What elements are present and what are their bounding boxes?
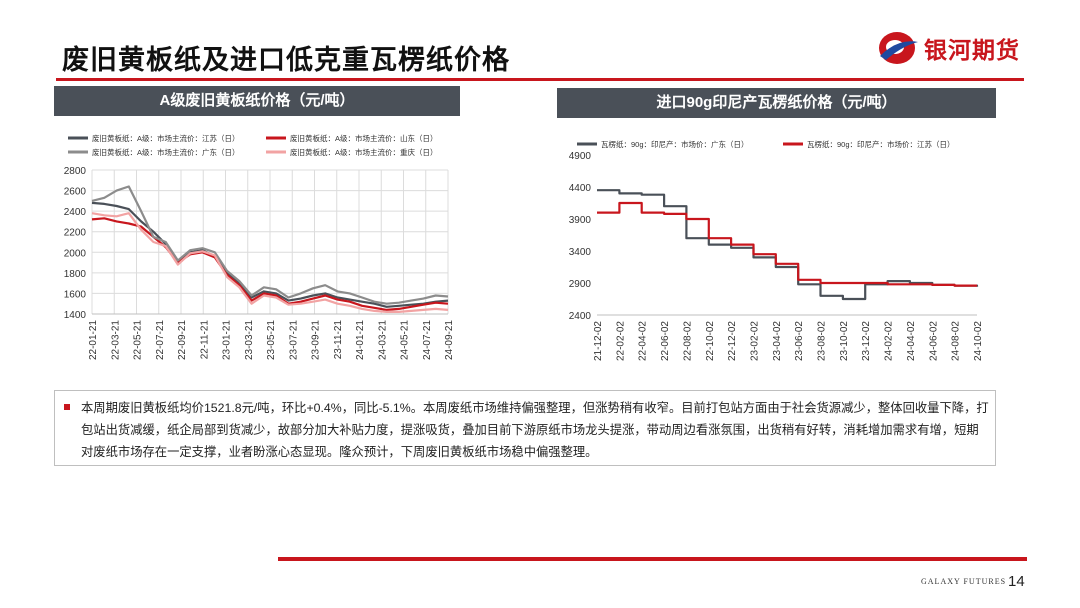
y-tick-label: 3900 [569, 215, 592, 226]
page-title: 废旧黄板纸及进口低克重瓦楞纸价格 [62, 45, 510, 75]
x-tick-label: 22-01-21 [88, 320, 99, 360]
chart2-title: 进口90g印尼产瓦楞纸价格（元/吨） [557, 88, 996, 118]
x-tick-label: 23-12-02 [861, 321, 872, 361]
x-tick-label: 24-08-02 [951, 321, 962, 361]
chart2-corrugated-price: 瓦楞纸：90g：印尼产：市场价：广东（日） 瓦楞纸：90g：印尼产：市场价：江苏（… [569, 139, 984, 361]
legend-label: 废旧黄板纸：A级：市场主流价：广东（日） [92, 147, 240, 157]
y-tick-label: 2600 [64, 187, 87, 198]
x-tick-label: 22-10-02 [705, 321, 716, 361]
y-tick-label: 4400 [569, 183, 592, 194]
x-tick-label: 22-04-02 [638, 321, 649, 361]
x-tick-label: 22-06-02 [660, 321, 671, 361]
x-tick-label: 23-03-21 [244, 320, 255, 360]
x-tick-label: 24-03-21 [377, 320, 388, 360]
x-tick-label: 22-08-02 [682, 321, 693, 361]
chart1-title: A级废旧黄板纸价格（元/吨） [54, 86, 460, 116]
x-tick-label: 22-12-02 [727, 321, 738, 361]
x-tick-label: 23-08-02 [817, 321, 828, 361]
x-tick-label: 23-05-21 [266, 320, 277, 360]
x-tick-label: 23-09-21 [311, 320, 322, 360]
series-line-1 [597, 189, 979, 301]
x-tick-label: 22-05-21 [133, 320, 144, 360]
x-tick-label: 22-11-21 [199, 320, 210, 360]
brand-name: 银河期货 [924, 37, 1020, 63]
x-tick-label: 23-02-02 [749, 321, 760, 361]
series-line-4 [91, 212, 449, 313]
x-tick-label: 22-02-02 [615, 321, 626, 361]
y-tick-label: 2000 [64, 248, 87, 259]
y-tick-label: 2800 [64, 166, 87, 177]
x-tick-label: 23-04-02 [772, 321, 783, 361]
commentary-box: 本周期废旧黄板纸均价1521.8元/吨，环比+0.4%，同比-5.1%。本周废纸… [54, 390, 996, 466]
x-tick-label: 24-05-21 [400, 320, 411, 360]
y-tick-label: 2900 [569, 279, 592, 290]
x-tick-label: 22-07-21 [155, 320, 166, 360]
legend-label: 瓦楞纸：90g：印尼产：市场价：江苏（日） [807, 139, 955, 149]
x-tick-label: 23-11-21 [333, 320, 344, 360]
x-tick-label: 24-07-21 [422, 320, 433, 360]
x-tick-label: 24-06-02 [928, 321, 939, 361]
x-tick-label: 24-01-21 [355, 320, 366, 360]
bullet-icon [64, 404, 70, 410]
x-tick-label: 23-01-21 [222, 320, 233, 360]
y-tick-label: 2400 [64, 207, 87, 218]
legend-label: 废旧黄板纸：A级：市场主流价：山东（日） [290, 133, 438, 143]
title-divider [56, 78, 1024, 81]
x-tick-label: 23-06-02 [794, 321, 805, 361]
y-tick-label: 1800 [64, 269, 87, 280]
brand-logo [876, 26, 1026, 70]
galaxy-logo-icon [879, 32, 918, 64]
x-tick-label: 24-10-02 [973, 321, 984, 361]
y-tick-label: 2200 [64, 228, 87, 239]
footer-brand: GALAXY FUTURES [921, 577, 1007, 586]
chart1-waste-paper-price: 废旧黄板纸：A级：市场主流价：江苏（日） 废旧黄板纸：A级：市场主流价：山东（日）… [64, 133, 455, 360]
series-line-1 [91, 201, 449, 308]
x-tick-label: 21-12-02 [593, 321, 604, 361]
x-tick-label: 23-10-02 [839, 321, 850, 361]
y-tick-label: 3400 [569, 247, 592, 258]
x-tick-label: 24-04-02 [906, 321, 917, 361]
x-tick-label: 22-03-21 [110, 320, 121, 360]
page-number: 14 [1008, 573, 1025, 590]
x-tick-label: 23-07-21 [288, 320, 299, 360]
y-tick-label: 4900 [569, 151, 592, 162]
footer-divider [278, 557, 1027, 561]
x-tick-label: 24-09-21 [444, 320, 455, 360]
series-line-2 [91, 217, 449, 311]
y-tick-label: 2400 [569, 311, 592, 322]
y-tick-label: 1400 [64, 310, 87, 321]
commentary-text: 本周期废旧黄板纸均价1521.8元/吨，环比+0.4%，同比-5.1%。本周废纸… [81, 401, 989, 459]
x-tick-label: 22-09-21 [177, 320, 188, 360]
series-line-2 [597, 201, 977, 287]
legend-label: 瓦楞纸：90g：印尼产：市场价：广东（日） [601, 139, 749, 149]
y-tick-label: 1600 [64, 289, 87, 300]
legend-label: 废旧黄板纸：A级：市场主流价：江苏（日） [92, 133, 240, 143]
legend-label: 废旧黄板纸：A级：市场主流价：重庆（日） [290, 147, 438, 157]
series-line-3 [91, 185, 449, 305]
x-tick-label: 24-02-02 [884, 321, 895, 361]
